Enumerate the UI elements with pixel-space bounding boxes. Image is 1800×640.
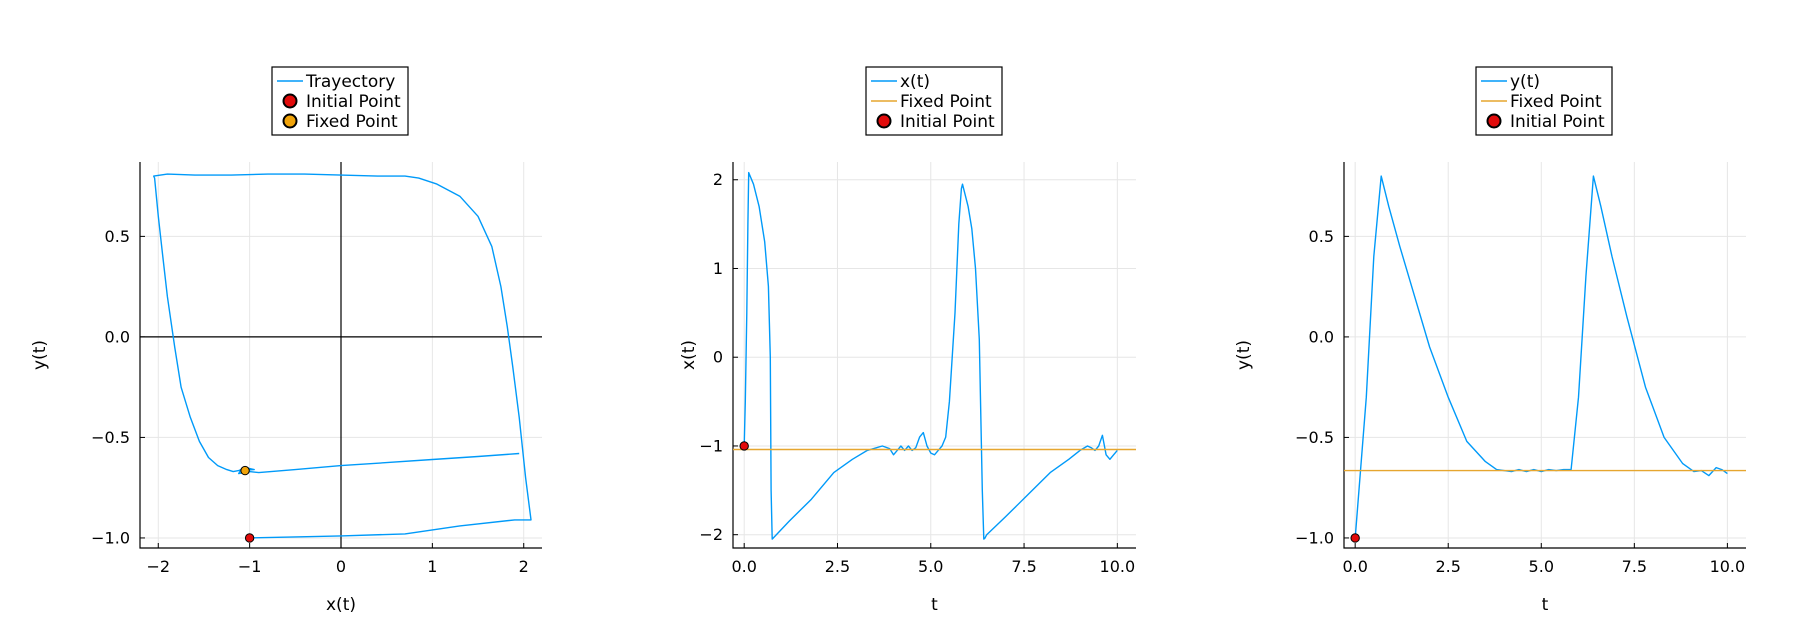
chart-2-x-tick-label: 7.5 — [1011, 557, 1036, 576]
chart-1-series-series — [152, 173, 532, 539]
chart-3-legend-label: y(t) — [1510, 72, 1540, 92]
chart-1-legend-label: Trayectory — [305, 72, 395, 92]
chart-2-legend-label: x(t) — [900, 72, 930, 92]
chart-3-y-tick-label: 0.5 — [1309, 227, 1334, 246]
chart-3-series-series — [1354, 175, 1728, 538]
chart-1-marker-initial-point — [244, 533, 255, 543]
chart-3-legend-label: Fixed Point — [1510, 92, 1602, 112]
chart-3-axes — [1343, 162, 1746, 549]
chart-2-x-axis-label: t — [931, 595, 938, 615]
chart-2-x-tick-label: 10.0 — [1100, 557, 1136, 576]
chart-1-y-axis-label: y(t) — [30, 340, 50, 370]
chart-1-legend-swatch-marker — [282, 93, 298, 109]
chart-3-legend-swatch-marker — [1486, 113, 1502, 129]
chart-3-x-tick-label: 2.5 — [1435, 557, 1460, 576]
chart-2-y-tick-label: −2 — [699, 525, 723, 544]
chart-3-marker-initial-point — [1350, 533, 1360, 543]
chart-1-marker-fixed-point — [240, 465, 250, 476]
chart-3-legend-label: Initial Point — [1510, 112, 1605, 132]
chart-2-series-series — [743, 171, 1118, 540]
chart-1-x-axis-label: x(t) — [326, 595, 356, 615]
chart-2-x-tick-label: 2.5 — [825, 557, 850, 576]
chart-1-legend-label: Initial Point — [306, 92, 401, 112]
chart-2-legend-label: Initial Point — [900, 112, 995, 132]
chart-3-x-axis-label: t — [1542, 595, 1549, 615]
chart-2-axes — [732, 162, 1136, 549]
chart-3-x-tick-label: 10.0 — [1710, 557, 1746, 576]
chart-1-x-tick-label: −1 — [238, 557, 262, 576]
chart-1-x-tick-label: 2 — [519, 557, 529, 576]
chart-1-x-tick-label: 0 — [336, 557, 346, 576]
chart-1-axes — [139, 162, 542, 549]
chart-3-x-tick-label: 0.0 — [1342, 557, 1367, 576]
chart-2-y-tick-label: −1 — [699, 436, 723, 455]
chart-3-x-tick-label: 5.0 — [1529, 557, 1554, 576]
chart-3-y-tick-label: −0.5 — [1295, 428, 1334, 447]
chart-1-legend-swatch-marker — [282, 113, 298, 129]
chart-1-y-tick-label: 0.5 — [105, 227, 130, 246]
chart-1-legend-label: Fixed Point — [306, 112, 398, 132]
chart-2-y-tick-label: 2 — [713, 170, 723, 189]
chart-2-x-tick-label: 5.0 — [918, 557, 943, 576]
chart-2-x-tick-label: 0.0 — [731, 557, 756, 576]
chart-1-y-tick-label: −1.0 — [91, 528, 130, 547]
chart-1-y-tick-label: −0.5 — [91, 428, 130, 447]
chart-1-x-tick-label: 1 — [427, 557, 437, 576]
chart-3-y-tick-label: 0.0 — [1309, 327, 1334, 346]
chart-2-y-axis-label: x(t) — [679, 340, 699, 370]
chart-1-x-tick-label: −2 — [146, 557, 170, 576]
panel-y-vs-t: 0.0 2.5 5.0 7.5 10.0−1.0−0.50.00.5ty(t)y(t)F… — [1234, 66, 1746, 615]
chart-2-legend-swatch-marker — [876, 113, 892, 129]
panel-phase-plot: −2 −1 0 1 2 −1.0 −0.5 0.0 0.5 x(t) y(t) TrayectoryI… — [30, 66, 542, 615]
chart-3-y-axis-label: y(t) — [1234, 340, 1254, 370]
chart-3-x-tick-label: 7.5 — [1622, 557, 1647, 576]
chart-2-marker-initial-point — [739, 441, 749, 451]
chart-3-y-tick-label: −1.0 — [1295, 528, 1334, 547]
chart-1-y-tick-label: 0.0 — [105, 327, 130, 346]
chart-2-legend-label: Fixed Point — [900, 92, 992, 112]
chart-2-y-tick-label: 0 — [713, 348, 723, 367]
chart-2-y-tick-label: 1 — [713, 259, 723, 278]
